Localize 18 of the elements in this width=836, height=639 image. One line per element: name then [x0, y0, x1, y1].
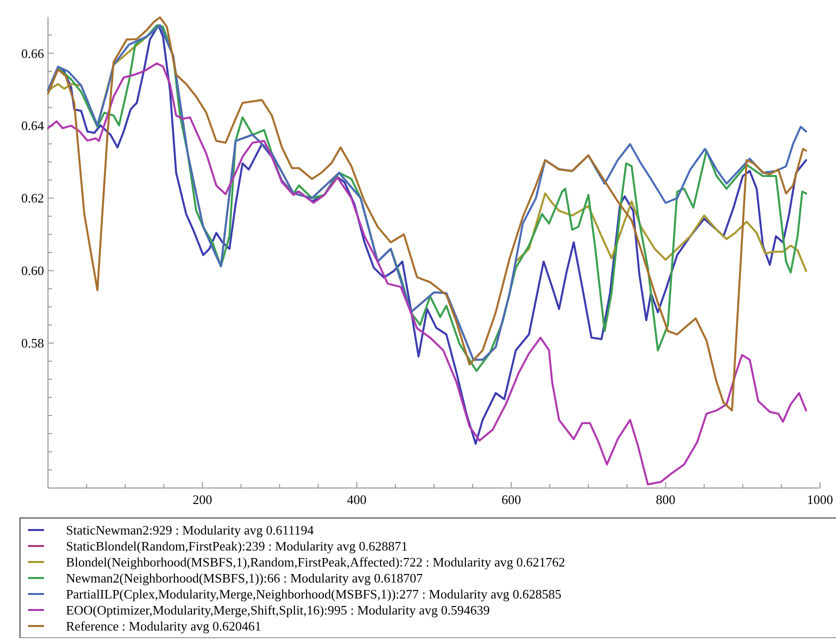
legend-label: StaticBlondel(Random,FirstPeak):239 : Modularity avg 0.628871: [66, 538, 408, 554]
x-tick-label: 600: [501, 492, 521, 507]
legend-label: StaticNewman2:929 : Modularity avg 0.611194: [66, 522, 314, 538]
legend-label: EOO(Optimizer,Modularity,Merge,Shift,Split,16):995 : Modularity avg 0.594639: [66, 602, 490, 618]
y-tick-label: 0.64: [21, 118, 44, 134]
x-tick-label: 800: [656, 492, 676, 507]
legend-label: Newman2(Neighborhood(MSBFS,1)):66 : Modularity avg 0.618707: [66, 570, 424, 586]
legend-label: Reference : Modularity avg 0.620461: [66, 618, 262, 634]
y-tick-label: 0.62: [21, 190, 44, 206]
line-series: [47, 62, 808, 486]
y-tick-label: 0.66: [21, 46, 44, 61]
y-tick-label: 0.60: [21, 263, 44, 278]
x-tick-label: 1000: [807, 492, 833, 507]
y-tick-label: 0.58: [21, 336, 44, 351]
legend-label: PartialILP(Cplex,Modularity,Merge,Neighborhood(MSBFS,1)):277 : Modularity avg 0.628585: [66, 586, 562, 602]
x-tick-label: 200: [192, 492, 212, 507]
legend-label: Blondel(Neighborhood(MSBFS,1),Random,FirstPeak,Affected):722 : Modularity avg 0.621762: [66, 554, 566, 570]
x-tick-label: 400: [347, 492, 367, 507]
